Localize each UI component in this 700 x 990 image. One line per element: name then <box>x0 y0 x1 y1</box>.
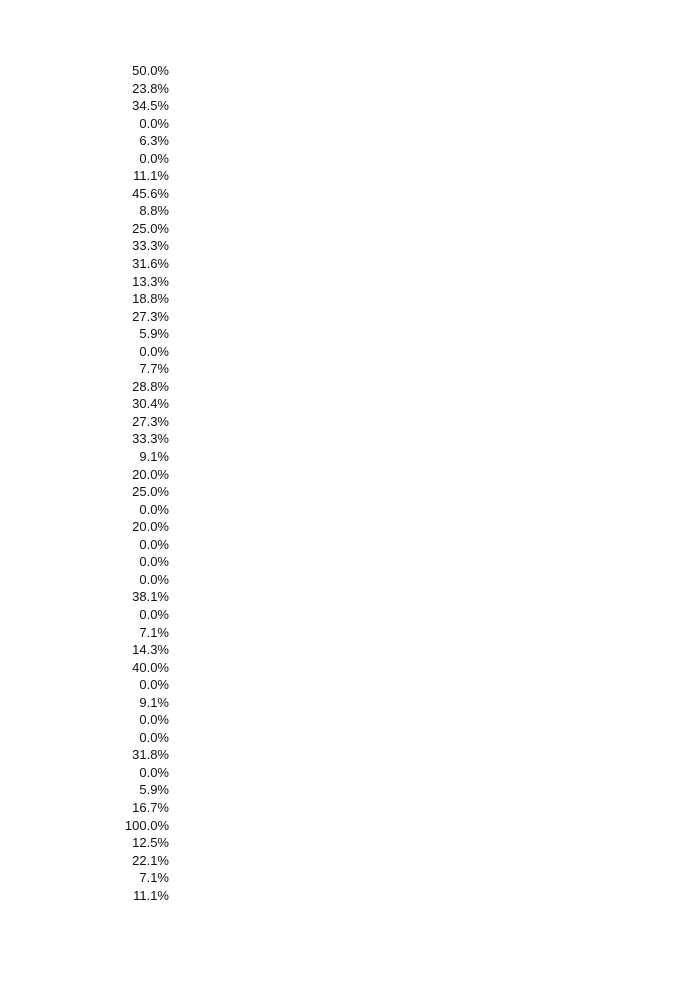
percentage-value: 14.3% <box>132 642 169 658</box>
percentage-value: 9.1% <box>139 694 169 710</box>
percentage-value: 40.0% <box>132 659 169 675</box>
percentage-value: 8.8% <box>139 203 169 219</box>
percentage-value: 33.3% <box>132 431 169 447</box>
percentage-value: 45.6% <box>132 185 169 201</box>
percentage-value: 27.3% <box>132 308 169 324</box>
percentage-value: 20.0% <box>132 466 169 482</box>
percentage-value: 0.0% <box>139 501 169 517</box>
percentage-value: 0.0% <box>139 554 169 570</box>
percentage-value: 33.3% <box>132 238 169 254</box>
percentage-value: 5.9% <box>139 782 169 798</box>
percentage-value: 0.0% <box>139 729 169 745</box>
percentage-value: 0.0% <box>139 712 169 728</box>
percentage-value: 7.7% <box>139 361 169 377</box>
percentage-value: 13.3% <box>132 273 169 289</box>
percentage-value: 18.8% <box>132 291 169 307</box>
percentage-value: 5.9% <box>139 326 169 342</box>
percentage-value: 6.3% <box>139 133 169 149</box>
percentage-value: 0.0% <box>139 606 169 622</box>
percentage-value: 31.8% <box>132 747 169 763</box>
percentage-value: 22.1% <box>132 852 169 868</box>
percentage-value: 34.5% <box>132 98 169 114</box>
percentage-value: 27.3% <box>132 413 169 429</box>
percentage-value: 25.0% <box>132 484 169 500</box>
percentage-value: 30.4% <box>132 396 169 412</box>
percentage-value: 0.0% <box>139 536 169 552</box>
percentage-value: 7.1% <box>139 624 169 640</box>
percentage-value: 28.8% <box>132 378 169 394</box>
percentage-value: 7.1% <box>139 870 169 886</box>
percentage-value: 11.1% <box>133 887 169 903</box>
percentage-value: 16.7% <box>132 799 169 815</box>
percentage-value: 9.1% <box>139 449 169 465</box>
percentage-value: 0.0% <box>139 150 169 166</box>
percentage-value: 12.5% <box>132 835 169 851</box>
percentage-value: 38.1% <box>132 589 169 605</box>
percentage-value: 20.0% <box>132 519 169 535</box>
percentage-value: 100.0% <box>124 817 169 833</box>
percentage-value: 0.0% <box>139 571 169 587</box>
percentage-value: 0.0% <box>139 115 169 131</box>
percentage-value: 0.0% <box>139 764 169 780</box>
percentage-value: 50.0% <box>132 63 169 78</box>
percentage-value: 23.8% <box>132 80 169 96</box>
percentage-value: 11.1% <box>133 168 169 184</box>
percentage-value: 0.0% <box>139 343 169 359</box>
percentage-value: 25.0% <box>132 220 169 236</box>
percentage-value: 31.6% <box>132 256 169 272</box>
percentage-value: 0.0% <box>139 677 169 693</box>
percentage-column: 50.0% 23.8% 34.5% 0.0% 6.3% 0.0% 11.1% 45.6% 8.8… <box>0 62 169 904</box>
